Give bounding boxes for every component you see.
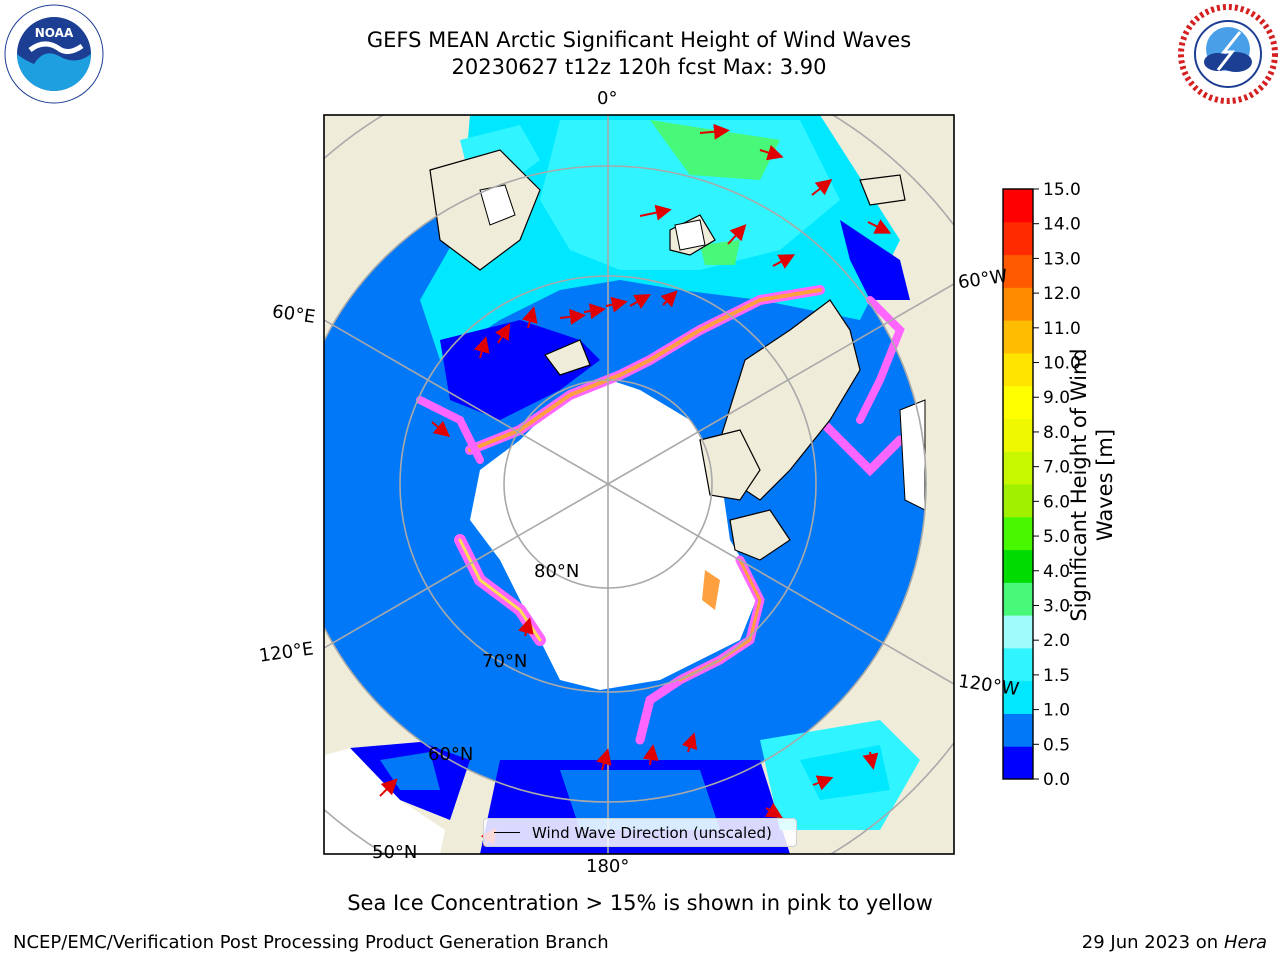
colorbar-tick-label: 7.0: [1043, 458, 1070, 478]
footer-date: 29 Jun 2023 on Hera: [1082, 932, 1267, 953]
colorbar-swatch: [1003, 549, 1033, 583]
colorbar-swatch: [1003, 189, 1033, 223]
lat-label-80n: 80°N: [534, 561, 580, 582]
colorbar-tick-label: 9.0: [1043, 388, 1070, 408]
colorbar-swatch: [1003, 680, 1033, 714]
colorbar-swatch: [1003, 516, 1033, 551]
colorbar-swatch: [1003, 713, 1033, 747]
lat-label-60n: 60°N: [428, 744, 474, 765]
colorbar-tick-label: 1.5: [1043, 666, 1070, 686]
svg-text:NOAA: NOAA: [35, 26, 74, 40]
colorbar-swatch: [1003, 484, 1033, 518]
colorbar-swatch: [1003, 418, 1033, 452]
colorbar-tick-label: 11.0: [1043, 319, 1081, 339]
noaa-logo-icon: NOAA: [4, 4, 104, 104]
wind-wave-arrows: [379, 123, 892, 847]
colorbar-swatch: [1003, 254, 1033, 288]
colorbar-swatch: [1003, 582, 1033, 616]
colorbar-title: Significant Height of Wind Waves [m]: [1067, 348, 1117, 622]
colorbar-tick-label: 4.0: [1043, 562, 1070, 582]
colorbar-tick-label: 12.0: [1043, 284, 1081, 304]
footer-date-text: 29 Jun 2023 on: [1081, 932, 1219, 953]
colorbar-swatch: [1003, 385, 1033, 419]
chart-subtitle: 20230627 t12z 120h fcst Max: 3.90: [451, 55, 827, 79]
colorbar-swatch: [1003, 647, 1033, 682]
sea-ice-area: [470, 380, 760, 690]
chart-title: GEFS MEAN Arctic Significant Height of W…: [366, 28, 912, 52]
lon-label-180: 180°: [586, 856, 630, 877]
legend-line-swatch: [494, 832, 520, 833]
lat-label-70n: 70°N: [482, 651, 528, 672]
colorbar-tick-label: 0.0: [1043, 770, 1070, 790]
map-graticule: [324, 115, 954, 854]
colorbar-swatch: [1003, 451, 1033, 485]
footer-host: Hera: [1223, 932, 1267, 953]
colorbar-swatch: [1003, 615, 1033, 649]
colorbar-tick-label: 2.0: [1043, 631, 1070, 651]
colorbar-swatch: [1003, 221, 1033, 256]
colorbar-tick-label: 10.0: [1043, 354, 1081, 374]
colorbar-tick-label: 5.0: [1043, 527, 1070, 547]
colorbar-swatch: [1003, 746, 1033, 780]
lon-label-0: 0°: [597, 88, 618, 109]
colorbar-swatch: [1003, 320, 1033, 354]
colorbar-tick-label: 0.5: [1043, 735, 1070, 755]
colorbar-tick-label: 3.0: [1043, 596, 1070, 616]
colorbar-swatch: [1003, 287, 1033, 321]
nws-logo-icon: [1178, 4, 1278, 104]
colorbar-tick-label: 1.0: [1043, 701, 1070, 721]
colorbar-tick-label: 6.0: [1043, 492, 1070, 512]
colorbar-frame: [1002, 188, 1034, 780]
colorbar-tick-label: 13.0: [1043, 249, 1081, 269]
colorbar-swatch: [1003, 352, 1033, 387]
colorbar-tick-label: 8.0: [1043, 423, 1070, 443]
colorbar: 0.0 0.5 1.0 1.5 2.0 3.0 4.0 5.0 6.0 7.0 8.0 9.0 10.0…: [1002, 180, 1081, 790]
colorbar-tick-label: 15.0: [1043, 180, 1081, 200]
legend-label: Wind Wave Direction (unscaled): [532, 823, 772, 842]
colorbar-tick-label: 14.0: [1043, 215, 1081, 235]
map-legend: Wind Wave Direction (unscaled): [483, 818, 797, 847]
lat-label-50n: 50°N: [372, 842, 418, 863]
footer-credit: NCEP/EMC/Verification Post Processing Pr…: [13, 932, 609, 953]
caption: Sea Ice Concentration > 15% is shown in …: [347, 891, 933, 915]
map-frame: [323, 114, 955, 855]
